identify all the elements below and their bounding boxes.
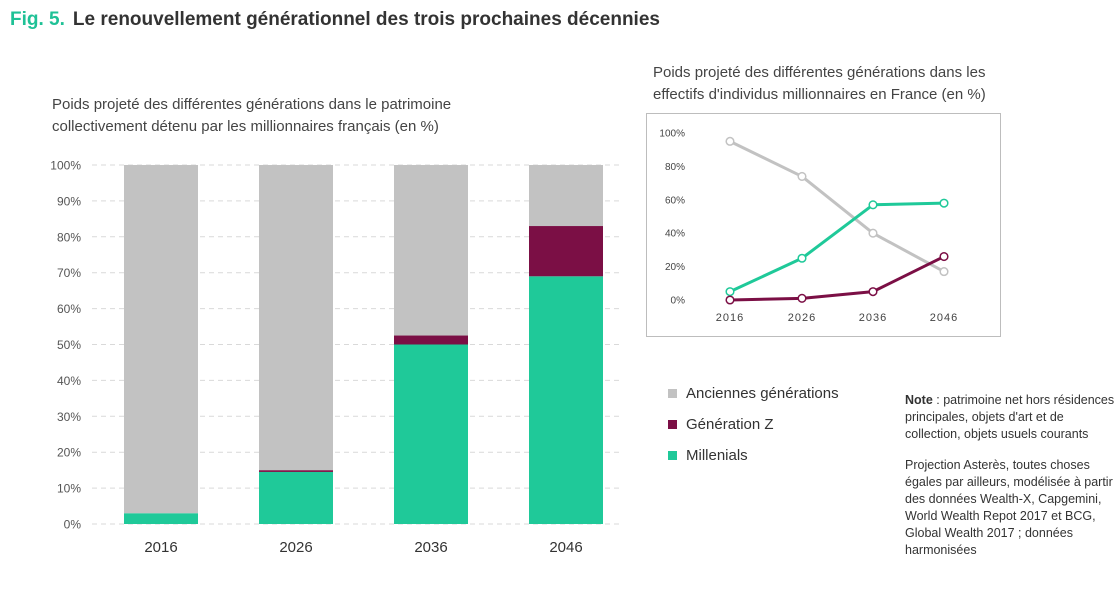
stacked-bar-chart: 0% 10% 20% 30% 40% 50% 60% 70% 80% 90% 100% 2016 202…	[50, 159, 620, 556]
note-block: Note : patrimoine net hors résidences pr…	[905, 392, 1115, 573]
source-text: Projection Asterès, toutes choses égales…	[905, 458, 1113, 557]
legend-swatch	[668, 420, 677, 429]
bar-segment	[394, 344, 468, 524]
legend-swatch	[668, 451, 677, 460]
y-tick-label: 80%	[57, 230, 81, 244]
x-tick-label: 2046	[930, 312, 958, 324]
y-tick-label: 30%	[57, 410, 81, 424]
x-tick-label: 2046	[549, 539, 582, 556]
y-tick-label: 100%	[659, 129, 685, 140]
bar-segment	[529, 226, 603, 277]
x-tick-label: 2036	[414, 539, 447, 556]
legend-swatch	[668, 389, 677, 398]
series-line	[729, 201, 945, 294]
bar-chart-title: Poids projeté des différentes génération…	[52, 96, 452, 135]
bar-segment	[394, 165, 468, 336]
y-tick-label: 0%	[64, 518, 82, 532]
series-point	[939, 252, 949, 262]
y-tick-label: 10%	[57, 482, 81, 496]
note-label: Note	[905, 393, 933, 407]
bar-segment	[124, 513, 198, 524]
bar-segment	[259, 470, 333, 472]
y-tick-label: 60%	[665, 195, 685, 206]
y-tick-label: 80%	[665, 162, 685, 173]
series-point	[797, 293, 807, 303]
figure-title: Fig. 5. Le renouvellement générationnel d…	[10, 9, 660, 31]
x-tick-label: 2016	[144, 539, 177, 556]
note-text: Note : patrimoine net hors résidences pr…	[905, 392, 1115, 443]
note-body: : patrimoine net hors résidences princip…	[905, 393, 1115, 441]
series-point	[939, 198, 949, 208]
y-tick-label: 100%	[50, 159, 81, 173]
line-chart-title: Poids projeté des différentes génération…	[653, 64, 986, 103]
x-tick-label: 2026	[279, 539, 312, 556]
y-tick-label: 20%	[57, 446, 81, 460]
series-point	[868, 228, 878, 238]
y-tick-label: 20%	[665, 262, 685, 273]
legend-label: Millenials	[686, 447, 748, 464]
series-line	[729, 140, 945, 273]
legend-label: Anciennes générations	[686, 385, 839, 402]
legend-label: Génération Z	[686, 416, 774, 433]
y-tick-label: 0%	[671, 296, 686, 307]
figure-title-text: Le renouvellement générationnel des troi…	[72, 9, 660, 30]
y-tick-label: 90%	[57, 194, 81, 208]
bar-segment	[394, 335, 468, 345]
series-point	[725, 295, 735, 305]
series-point	[868, 200, 878, 210]
bar-segment	[529, 276, 603, 524]
legend-item-generation-z: Génération Z	[668, 409, 839, 440]
series-point	[868, 287, 878, 297]
series-point	[939, 267, 949, 277]
figure-number: Fig. 5.	[10, 9, 65, 30]
x-tick-label: 2016	[716, 312, 744, 324]
legend: Anciennes générations Génération Z Mille…	[668, 378, 839, 471]
x-tick-label: 2026	[788, 312, 816, 324]
y-tick-label: 60%	[57, 302, 81, 316]
line-chart-frame: 0% 20% 40% 60% 80% 100% 2016 2026 2036 2046	[646, 113, 1001, 337]
legend-item-millenials: Millenials	[668, 440, 839, 471]
series-point	[725, 287, 735, 297]
bar-segment	[529, 165, 603, 227]
bar-segment	[259, 165, 333, 471]
bar-segment	[124, 165, 198, 514]
series-line	[729, 255, 945, 302]
line-chart: 0% 20% 40% 60% 80% 100% 2016 2026 2036 2046	[659, 129, 958, 325]
series-point	[797, 171, 807, 181]
series-point	[797, 253, 807, 263]
series-point	[725, 136, 735, 146]
legend-item-anciennes: Anciennes générations	[668, 378, 839, 409]
y-tick-label: 70%	[57, 266, 81, 280]
y-tick-label: 50%	[57, 338, 81, 352]
bar-segment	[259, 471, 333, 524]
y-tick-label: 40%	[57, 374, 81, 388]
x-tick-label: 2036	[859, 312, 887, 324]
y-tick-label: 40%	[665, 229, 685, 240]
